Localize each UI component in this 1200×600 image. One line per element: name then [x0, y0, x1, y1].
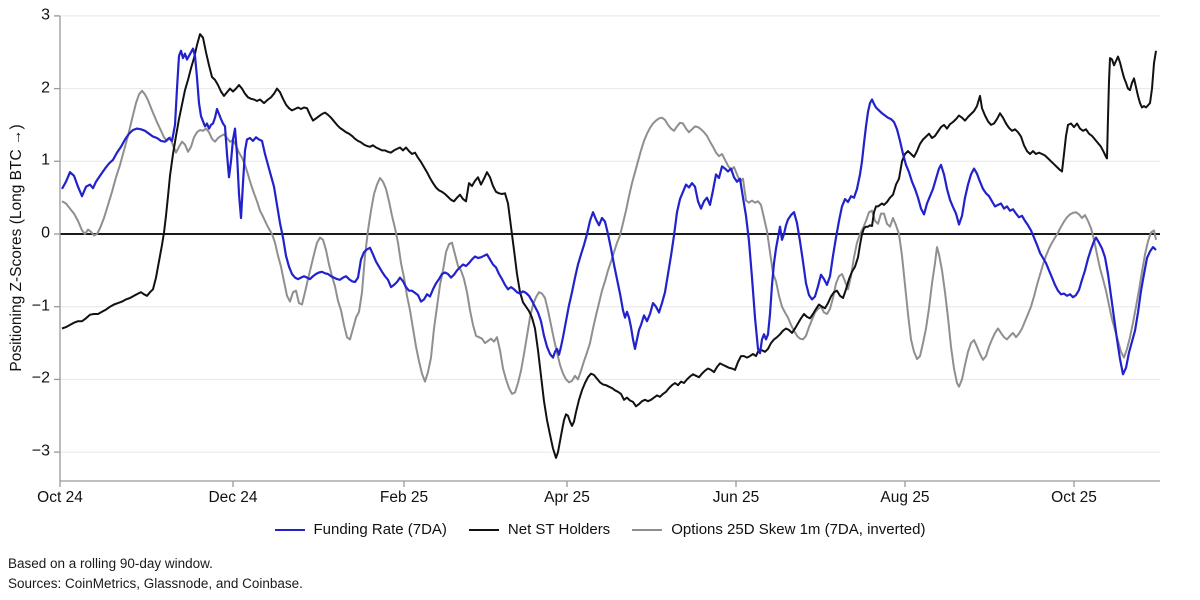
legend-line-swatch — [274, 528, 305, 531]
legend-label: Funding Rate (7DA) — [313, 521, 447, 538]
x-tick-label: Jun 25 — [712, 489, 760, 506]
x-tick-label: Oct 25 — [1051, 489, 1097, 506]
series-line-2 — [61, 47, 1157, 376]
legend-item: Options 25D Skew 1m (7DA, inverted) — [632, 521, 925, 538]
x-tick-label: Apr 25 — [544, 489, 590, 506]
y-tick-label: −1 — [31, 297, 50, 315]
footnote-window: Based on a rolling 90-day window. — [8, 556, 213, 571]
legend-line-swatch — [468, 528, 499, 531]
y-tick-label: −2 — [31, 370, 50, 388]
y-tick-label: 1 — [41, 151, 50, 169]
x-tick-label: Dec 24 — [208, 489, 258, 506]
series-line-0 — [61, 89, 1157, 395]
x-tick-label: Oct 24 — [37, 489, 83, 506]
y-tick-label: −3 — [31, 442, 50, 460]
legend-label: Options 25D Skew 1m (7DA, inverted) — [671, 521, 926, 538]
x-tick-label: Aug 25 — [880, 489, 930, 506]
footnotes: Based on a rolling 90-day window. Source… — [8, 554, 303, 594]
y-tick-label: 2 — [41, 79, 50, 97]
y-tick-label: 0 — [41, 224, 50, 242]
legend-item: Net ST Holders — [468, 521, 611, 538]
legend-line-swatch — [632, 528, 663, 531]
footnote-sources: Sources: CoinMetrics, Glassnode, and Coi… — [8, 575, 303, 591]
series-line-1 — [61, 33, 1157, 459]
legend-item: Funding Rate (7DA) — [274, 521, 447, 538]
legend: Funding Rate (7DA) Net ST Holders Options … — [0, 521, 1200, 538]
y-tick-label: 3 — [41, 6, 50, 24]
legend-label: Net ST Holders — [507, 521, 611, 538]
x-tick-label: Feb 25 — [379, 489, 429, 506]
